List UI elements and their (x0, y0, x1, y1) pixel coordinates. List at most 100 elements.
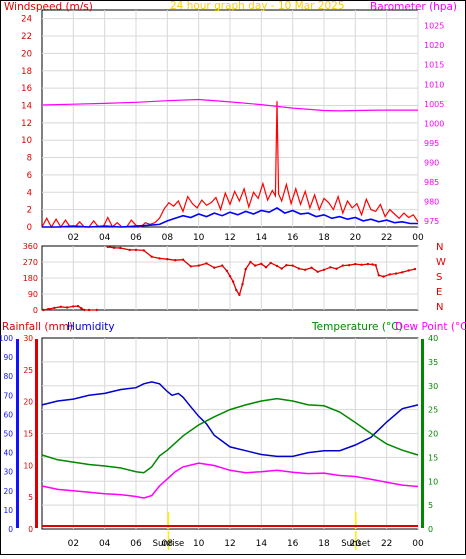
temp-y-tick: 35 (428, 358, 438, 367)
humidity-y-tick: 30 (3, 468, 13, 477)
dir-point (245, 268, 247, 270)
wind-y-tick: 8 (27, 154, 32, 164)
dir-point (77, 305, 79, 307)
dir-point (107, 246, 109, 248)
dir-point (158, 257, 160, 259)
dir-point (151, 256, 153, 258)
humidity-y-tick: 20 (3, 487, 13, 496)
baro-y-tick: 980 (424, 198, 439, 207)
dir-point (265, 266, 267, 268)
baro-y-tick: 1025 (424, 22, 444, 31)
dir-point (329, 266, 331, 268)
humidity-y-tick: 80 (3, 372, 13, 381)
dir-point (113, 247, 115, 249)
dir-point (129, 249, 131, 251)
dir-point (360, 264, 362, 266)
wind-y-tick: 24 (21, 15, 32, 25)
rain-y-tick: 10 (23, 461, 33, 470)
humidity-y-tick: 10 (3, 506, 13, 515)
dir-point (229, 275, 231, 277)
dewpoint-axis-label: Dew Point (°C) (395, 321, 466, 333)
dir-point (221, 264, 223, 266)
dir-point (198, 264, 200, 266)
temp-y-tick: 20 (428, 430, 438, 439)
dir-point (66, 306, 68, 308)
humidity-y-tick: 90 (3, 353, 13, 362)
dir-y-tick: 90 (28, 290, 38, 299)
dir-y-tick: 0 (33, 306, 38, 315)
dir-point (292, 264, 294, 266)
baro-y-tick: 1010 (424, 80, 444, 89)
dir-point (382, 275, 384, 277)
humidity-y-tick: 40 (3, 449, 13, 458)
baro-y-tick: 995 (424, 139, 439, 148)
temp-y-tick: 5 (428, 501, 433, 510)
wind-x-tick: 20 (350, 233, 362, 243)
wind-y-tick: 18 (21, 67, 32, 77)
dir-point (348, 264, 350, 266)
windspeed-axis-label: Windspeed (m/s) (4, 1, 93, 13)
dir-point (83, 309, 85, 311)
temp-y-tick: 40 (428, 334, 438, 343)
dir-point (72, 305, 74, 307)
dir-point (226, 270, 228, 272)
baro-y-tick: 985 (424, 178, 439, 187)
temp-y-tick: 0 (428, 525, 433, 534)
humidity-y-tick: 70 (3, 391, 13, 400)
temp-y-tick: 25 (428, 406, 438, 415)
temp-x-tick: 16 (287, 539, 299, 549)
dir-point (235, 289, 237, 291)
wind-x-tick: 12 (224, 233, 235, 243)
compass-label: W (436, 257, 446, 268)
rain-y-tick: 20 (23, 398, 33, 407)
compass-label: S (436, 272, 442, 283)
baro-y-tick: 1020 (424, 41, 444, 50)
wind-x-tick: 18 (318, 233, 330, 243)
dir-point (335, 268, 337, 270)
dir-point (371, 263, 373, 265)
dir-point (260, 263, 262, 265)
wind-x-tick: 16 (287, 233, 299, 243)
wind-y-tick: 6 (27, 171, 32, 181)
dir-point (182, 259, 184, 261)
dir-point (241, 283, 243, 285)
baro-y-tick: 1015 (424, 61, 444, 70)
rainfall-scale-bar (35, 339, 38, 528)
temp-x-tick: 22 (381, 539, 392, 549)
barometer-axis-label: Barometer (hpa) (370, 1, 457, 13)
rain-y-tick: 15 (23, 430, 33, 439)
dir-point (47, 308, 49, 310)
dir-point (88, 309, 90, 311)
dir-point (238, 294, 240, 296)
dir-point (80, 307, 82, 309)
dir-point (401, 271, 403, 273)
rain-y-tick: 5 (28, 493, 33, 502)
dir-point (389, 273, 391, 275)
dir-y-tick: 270 (23, 258, 38, 267)
wind-x-tick: 06 (130, 233, 142, 243)
dir-point (354, 263, 356, 265)
wind-y-tick: 12 (21, 119, 32, 129)
dir-point (60, 306, 62, 308)
rain-y-tick: 30 (23, 334, 33, 343)
dir-point (375, 264, 377, 266)
dir-point (378, 274, 380, 276)
temp-y-tick: 10 (428, 477, 438, 486)
dir-point (367, 263, 369, 265)
temp-x-tick: 02 (68, 539, 79, 549)
wind-x-tick: 08 (162, 233, 174, 243)
dir-point (270, 262, 272, 264)
dir-point (414, 268, 416, 270)
dir-point (53, 307, 55, 309)
wind-x-tick: 22 (381, 233, 392, 243)
rainfall-axis-label: Rainfall (mm) (2, 321, 73, 333)
temp-y-tick: 15 (428, 453, 438, 462)
temp-x-tick: 06 (130, 539, 142, 549)
temp-x-tick: 10 (193, 539, 205, 549)
humidity-y-tick: 60 (3, 410, 13, 419)
sun-label: Sunrise (153, 539, 185, 549)
dir-point (298, 267, 300, 269)
baro-y-tick: 975 (424, 217, 439, 226)
dir-point (342, 264, 344, 266)
